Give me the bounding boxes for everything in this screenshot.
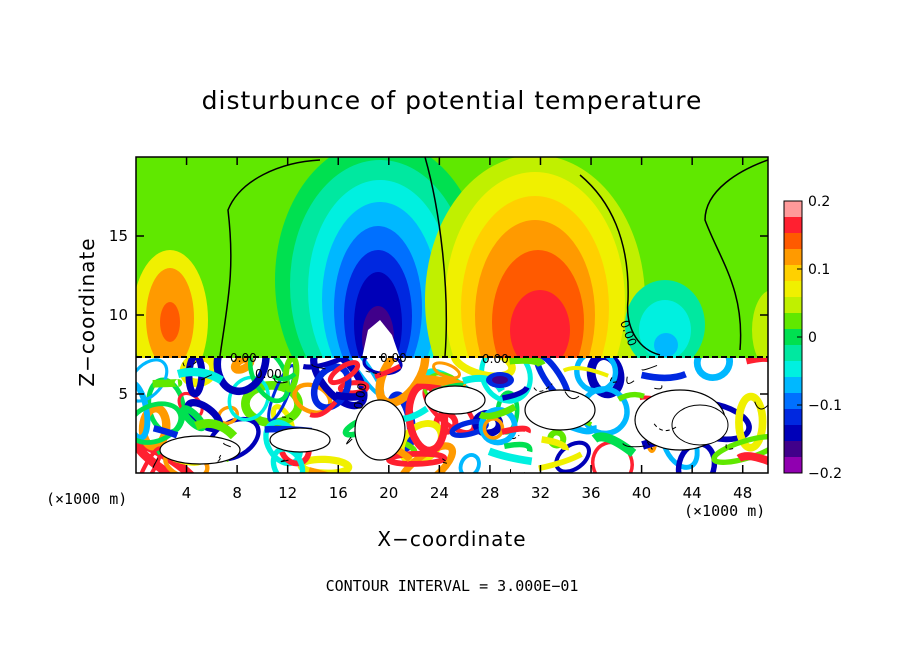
chart-title: disturbunce of potential temperature [201, 86, 703, 115]
colorbar-swatch [784, 249, 802, 266]
x-tick-label: 28 [480, 484, 499, 502]
contour-label: 0.00 [255, 367, 282, 381]
colorbar-swatch [784, 297, 802, 314]
colorbar-swatch [784, 313, 802, 330]
x-tick-label: 48 [733, 484, 752, 502]
colorbar-swatch [784, 233, 802, 250]
colorbar-tick-label: −0.1 [808, 398, 842, 414]
y-tick-label: 15 [109, 227, 128, 245]
lower-field [136, 358, 768, 473]
x-tick-label: 12 [278, 484, 297, 502]
colorbar-swatch [784, 345, 802, 362]
colorbar-swatch [784, 441, 802, 458]
colorbar-tick-label: −0.2 [808, 466, 842, 482]
x-tick-label: 8 [232, 484, 242, 502]
x-tick-label: 36 [581, 484, 600, 502]
colorbar-tick-label: 0.1 [808, 262, 830, 278]
y-tick-label: 10 [109, 306, 128, 324]
x-tick-label: 24 [430, 484, 449, 502]
x-tick-label: 40 [632, 484, 651, 502]
x-unit-label-right: (×1000 m) [684, 502, 766, 520]
colorbar-swatch [784, 265, 802, 282]
colorbar-swatch [784, 457, 802, 474]
contour-label: 0.00 [351, 382, 369, 411]
x-unit-label-left: (×1000 m) [46, 490, 128, 508]
colorbar-swatch [784, 425, 802, 442]
contour-interval-note: CONTOUR INTERVAL = 3.000E−01 [325, 577, 579, 595]
y-axis: 5 10 15 [109, 227, 768, 403]
x-tick-label: 16 [329, 484, 348, 502]
y-tick-label: 5 [118, 385, 128, 403]
upper-field [136, 157, 768, 358]
colorbar-swatch [784, 281, 802, 298]
colorbar-swatch [784, 393, 802, 410]
x-tick-label: 32 [531, 484, 550, 502]
contour-label-group: 0.00 0.00 0.00 0.00 0.00 0.00 [230, 318, 639, 410]
colorbar-swatch [784, 377, 802, 394]
colorbar: 0.2 0.1 0 −0.1 −0.2 [783, 194, 842, 482]
colorbar-tick-label: 0 [808, 330, 817, 346]
x-tick-label: 44 [683, 484, 702, 502]
contour-label: 0.00 [230, 351, 257, 365]
colorbar-swatch [784, 361, 802, 378]
x-tick-label: 20 [379, 484, 398, 502]
colorbar-swatch [784, 329, 802, 346]
x-axis-label: X−coordinate [377, 527, 527, 551]
colorbar-swatch [784, 201, 802, 218]
colorbar-tick-label: 0.2 [808, 194, 830, 210]
contour-label: 0.00 [380, 351, 407, 365]
contour-label: 0.00 [482, 352, 509, 366]
colorbar-swatch [784, 409, 802, 426]
colorbar-swatch [784, 217, 802, 234]
x-axis: 4 8 12 16 20 24 28 32 36 40 44 48 [182, 157, 752, 502]
x-tick-label: 4 [182, 484, 192, 502]
